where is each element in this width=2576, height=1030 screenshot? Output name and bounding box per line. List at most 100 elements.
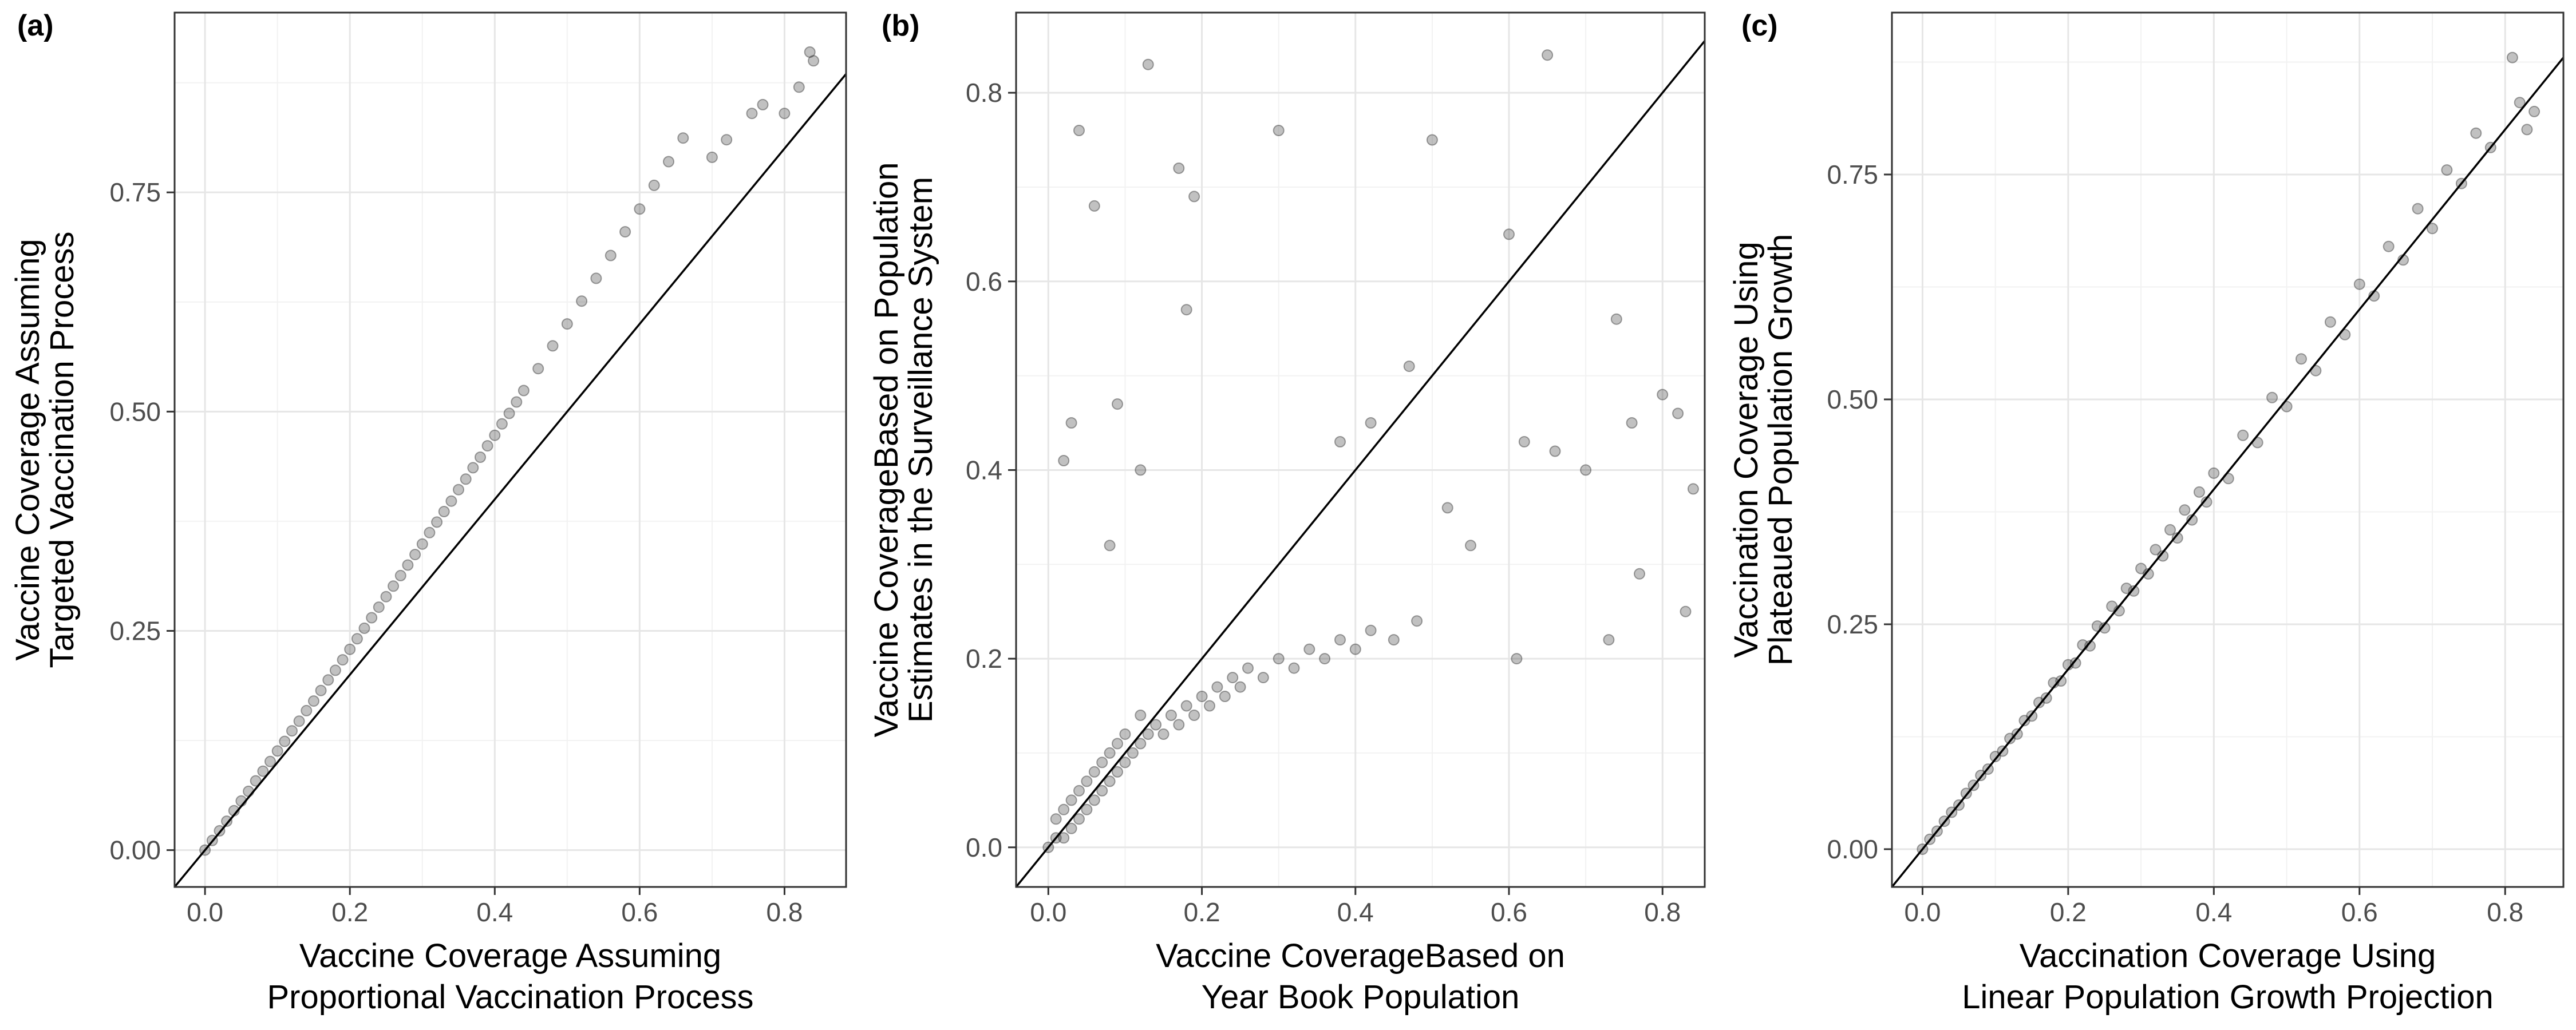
data-point [1150,719,1162,731]
x-tick-label: 0.0 [1904,897,1941,927]
data-point [576,295,588,307]
data-point [1234,681,1246,693]
x-tick-label: 0.8 [766,897,803,927]
x-axis-title: Vaccine CoverageBased on [1156,937,1565,974]
data-point [1388,634,1400,646]
data-point [1542,49,1554,61]
data-point [358,622,370,634]
data-point [424,526,436,538]
data-point [1580,464,1592,476]
data-point [1426,134,1438,146]
data-point [388,580,400,592]
data-point [2506,52,2518,64]
x-axis-title: Year Book Population [1202,978,1520,1016]
panel-c: 0.0 0.2 0.4 0.6 0.8 0.00 0.25 0.50 0.75 Vaccinati… [1728,9,2565,1016]
data-point [2470,127,2482,139]
x-axis-title: Vaccine Coverage Assuming [299,937,721,974]
data-point [1104,775,1116,787]
data-point [475,451,486,463]
data-point [590,272,602,284]
data-point [517,385,530,397]
data-point [496,418,508,430]
data-point [2237,429,2249,441]
data-point [1188,191,1200,203]
data-point [1104,747,1116,759]
data-point [1088,200,1100,212]
x-tick-label: 0.0 [1030,897,1066,927]
y-axis-title: Vaccination Coverage Using [1728,241,1765,658]
identity-line [1015,40,1706,888]
data-point [1188,710,1200,721]
data-point [329,664,341,676]
data-point [1610,313,1622,325]
x-tick-label: 0.2 [2050,897,2087,927]
data-point [1112,738,1123,750]
data-point [453,484,464,496]
data-point [2128,585,2140,597]
data-point [1142,728,1154,740]
data-point [337,654,349,666]
data-point [279,735,291,747]
data-point [2135,562,2147,575]
data-point [2106,600,2118,612]
data-point [264,755,276,767]
data-point [2120,583,2132,595]
y-axis-title: Vaccine Coverage Assuming [9,239,46,660]
plot-frame [1891,11,2565,888]
data-point [308,695,319,707]
y-axis-title: Vaccine CoverageBased on Population [868,163,905,738]
data-point [1096,785,1108,797]
data-point [2179,504,2191,516]
data-point [1441,502,1453,514]
y-tick-label: 0.75 [109,177,161,207]
data-point [1518,436,1530,447]
data-point [1211,681,1223,693]
data-point [746,108,758,120]
panel-tag: (c) [1741,9,1778,42]
data-point [721,134,733,146]
data-point [322,674,334,686]
data-point [1173,719,1185,731]
data-point [1403,360,1415,373]
data-point [1634,568,1645,580]
plot-background [1892,13,2563,887]
data-point [1058,803,1070,815]
data-point [1687,483,1699,495]
x-tick-label: 0.2 [331,897,368,927]
data-point [243,785,255,797]
x-tick-label: 0.2 [1184,897,1220,927]
data-point [2266,391,2278,403]
data-point [511,396,523,408]
data-point [1065,822,1077,834]
data-point [431,516,443,528]
data-point [481,440,493,452]
data-point [344,643,356,655]
data-point [351,633,363,645]
y-axis-title: Plateaued Population Growth [1762,234,1799,666]
data-point [1073,785,1085,797]
y-tick-label: 0.50 [1827,385,1878,414]
data-point [1511,653,1523,665]
x-axis-title: Linear Population Growth Projection [1962,978,2494,1016]
y-axis-title: Targeted Vaccination Process [44,231,81,668]
panel-tag: (b) [882,9,919,42]
data-point [2208,467,2220,479]
data-point [1157,728,1170,740]
data-point [1081,803,1093,815]
data-point [2412,203,2424,215]
data-point [2353,278,2365,290]
data-point [409,549,421,561]
data-point [1257,672,1269,684]
data-point [561,318,573,330]
data-point [373,601,385,613]
data-point [1303,643,1315,655]
data-point [1119,728,1131,740]
data-point [1119,756,1131,768]
data-point [2055,675,2067,687]
data-point [808,55,820,67]
x-tick-label: 0.6 [621,897,658,927]
y-tick-label: 0.50 [109,397,161,426]
data-point [1672,407,1684,419]
data-point [445,495,457,507]
data-point [793,81,805,93]
